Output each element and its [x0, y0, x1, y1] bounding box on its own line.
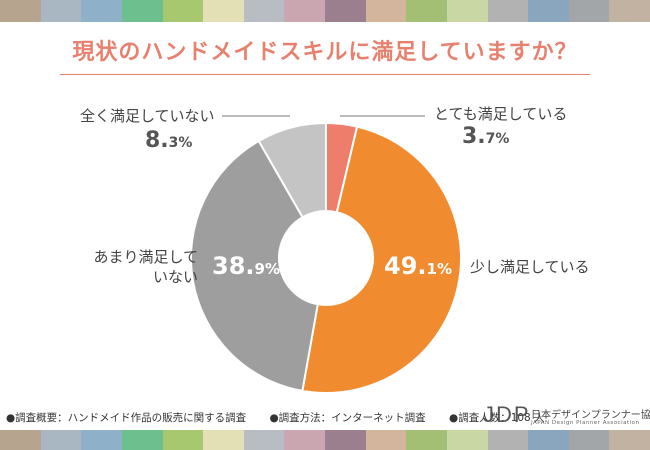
pct-little-satisfied: 49.1% [384, 252, 452, 280]
stripe-segment [365, 430, 407, 450]
stripe-segment [487, 430, 529, 450]
stripe-segment [0, 430, 41, 450]
stripe-segment [325, 430, 366, 450]
pie-slice-2 [190, 139, 319, 393]
stripe-segment [528, 430, 569, 450]
stripe-segment [81, 430, 122, 450]
label-not-much-satisfied: あまり満足して いない [86, 247, 198, 287]
stripe-segment [121, 430, 163, 450]
stripe-segment [81, 0, 122, 22]
stripe-segment [203, 430, 244, 450]
stripe-segment [162, 0, 204, 22]
stripe-segment [365, 0, 407, 22]
stripe-segment [121, 0, 163, 22]
survey-count: ●調査人数：108 人 [449, 412, 545, 424]
stripe-segment [487, 0, 529, 22]
pie-slice-1 [301, 125, 462, 394]
stripe-segment [0, 0, 41, 22]
stripe-segment [243, 0, 285, 22]
stripe-segment [40, 0, 82, 22]
top-color-stripe [0, 0, 650, 22]
pie-slice-3 [257, 121, 327, 219]
survey-method: ●調査方法：インターネット調査 [269, 412, 426, 424]
logo-english: JAPAN Design Planner Association [531, 420, 640, 426]
pct-not-much-satisfied: 38.9% [212, 252, 280, 280]
stripe-segment [406, 0, 447, 22]
pct-very-satisfied: 3.7% [462, 124, 510, 149]
stripe-segment [284, 0, 325, 22]
label-not-much-line2: いない [152, 268, 198, 286]
stripe-segment [446, 430, 488, 450]
stripe-segment [162, 430, 204, 450]
chart-title: 現状のハンドメイドスキルに満足していますか？ [72, 40, 578, 65]
pct-not-satisfied: 8.3% [145, 128, 193, 153]
stripe-segment [609, 0, 650, 22]
stripe-segment [40, 430, 82, 450]
title-underline [60, 74, 590, 75]
stripe-segment [528, 0, 569, 22]
survey-footer: ●調査概要：ハンドメイド作品の販売に関する調査 ●調査方法：インターネット調査 … [6, 410, 565, 425]
stripe-segment [203, 0, 244, 22]
stripe-segment [406, 430, 447, 450]
stripe-segment [284, 430, 325, 450]
stripe-segment [568, 430, 610, 450]
stripe-segment [446, 0, 488, 22]
stripe-segment [609, 430, 650, 450]
logo-mark: JDP [483, 402, 531, 427]
label-little-satisfied: 少し満足している [470, 258, 590, 276]
stripe-segment [325, 0, 366, 22]
bottom-color-stripe [0, 430, 650, 450]
label-very-satisfied: とても満足している [434, 105, 568, 123]
stripe-segment [568, 0, 610, 22]
label-not-satisfied: 全く満足していない [80, 107, 215, 125]
stripe-segment [243, 430, 285, 450]
label-not-much-line1: あまり満足して [93, 248, 198, 266]
logo-name: 日本デザインプランナー協会 [531, 410, 650, 421]
survey-overview: ●調査概要：ハンドメイド作品の販売に関する調査 [6, 412, 247, 424]
